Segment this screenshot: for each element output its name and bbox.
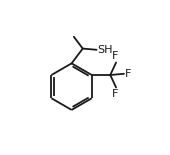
Text: F: F: [112, 89, 119, 99]
Text: F: F: [125, 69, 132, 79]
Text: F: F: [112, 51, 119, 61]
Text: SH: SH: [98, 44, 113, 55]
